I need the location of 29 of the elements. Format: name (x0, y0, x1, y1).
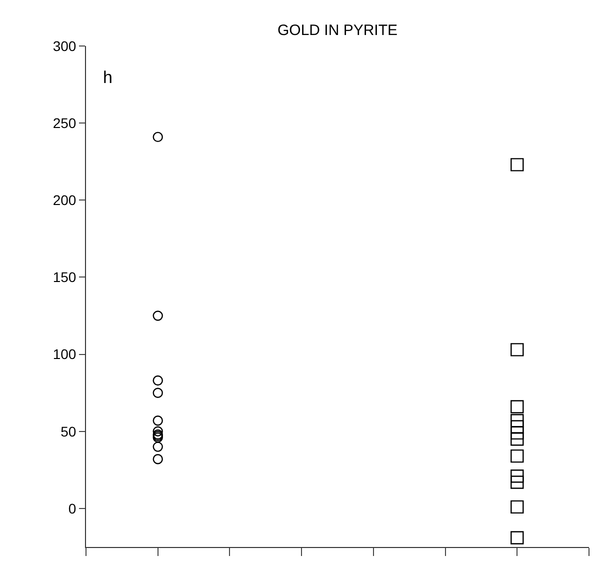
point (510, 414, 524, 428)
point (510, 469, 524, 483)
y-tick-label: 100 (52, 346, 76, 362)
point (152, 426, 163, 436)
y-tick-label: 50 (60, 423, 76, 440)
y-tick-label: 150 (52, 269, 76, 286)
point (510, 400, 524, 414)
point (152, 454, 163, 464)
y-tick-label: 200 (52, 192, 76, 208)
point (510, 449, 524, 463)
point (510, 476, 524, 489)
point (152, 132, 163, 142)
point (510, 420, 524, 434)
point (152, 375, 163, 386)
point (510, 158, 524, 172)
y-tick-label: 250 (52, 114, 76, 131)
y-tick-label: 0 (68, 500, 76, 516)
y-tick-label: 300 (52, 38, 76, 54)
point (510, 343, 524, 356)
point (510, 500, 524, 514)
point (152, 388, 163, 398)
point (510, 432, 524, 446)
point (510, 426, 524, 440)
point (152, 310, 163, 321)
annotation: h (103, 68, 112, 87)
point (510, 531, 524, 544)
point (152, 415, 163, 426)
point (152, 442, 163, 452)
chart-title: GOLD IN PYRITE (277, 22, 398, 39)
